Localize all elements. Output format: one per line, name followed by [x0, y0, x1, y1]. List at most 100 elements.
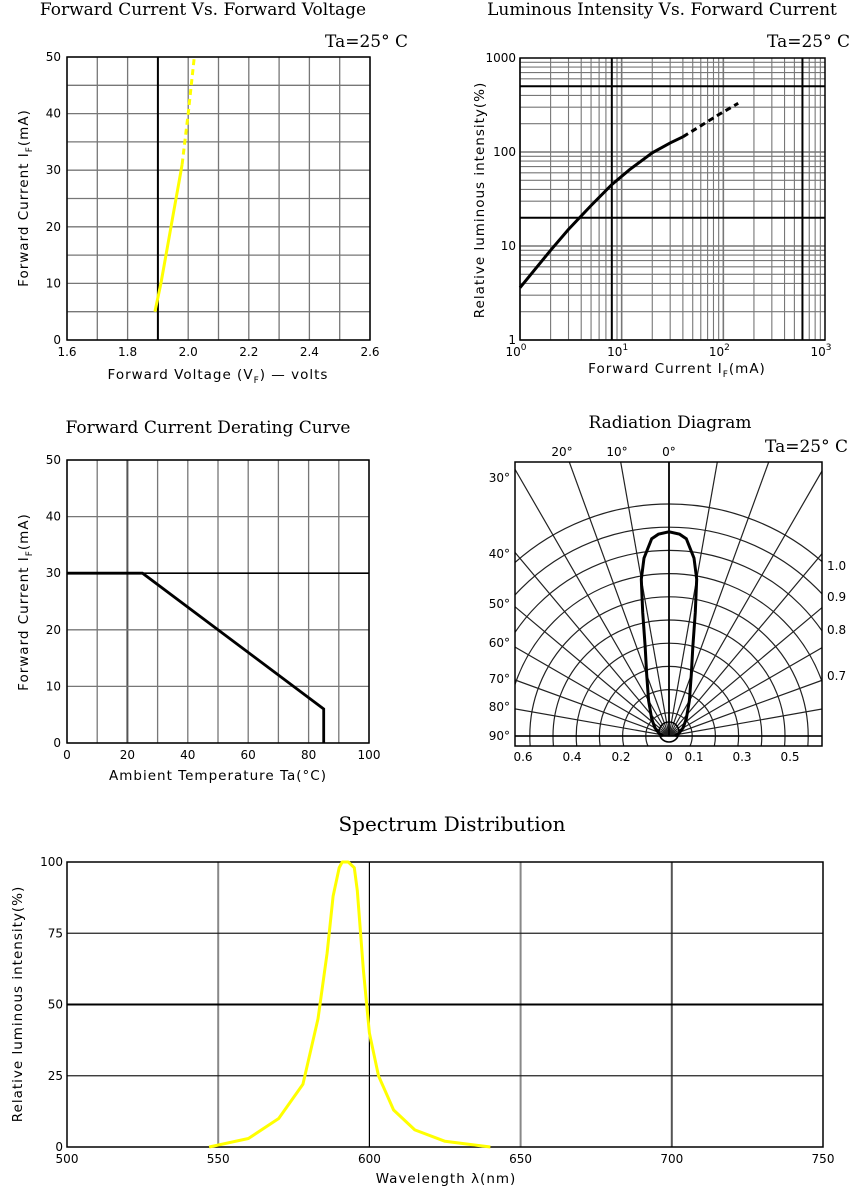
top-angle-label: 10°: [606, 445, 627, 459]
x-tick-base: 10: [607, 345, 622, 359]
annotation: Ta=25° C: [325, 32, 408, 52]
y-tick-label: 30: [46, 566, 61, 580]
bottom-scale-label: 0.5: [780, 750, 799, 764]
left-angle-label: 40°: [489, 547, 510, 561]
series-line-1: [682, 102, 739, 139]
x-tick-label: 1.6: [57, 345, 76, 359]
bottom-scale-label: 0: [665, 750, 673, 764]
y-tick-label: 1: [508, 333, 516, 347]
polar-ray: [515, 551, 670, 737]
series-line-0: [518, 135, 684, 289]
x-tick-label: 1.8: [118, 345, 137, 359]
polar-grid: [515, 462, 822, 746]
bottom-scale-label: 0.1: [684, 750, 703, 764]
polar-ray: [515, 679, 670, 737]
y-tick-label: 50: [46, 453, 61, 467]
y-tick-label: 30: [46, 163, 61, 177]
left-angle-label: 50°: [489, 597, 510, 611]
y-tick-label: 25: [48, 1069, 63, 1083]
right-scale-label: 0.7: [827, 669, 846, 683]
x-tick-base: 10: [505, 345, 520, 359]
bottom-scale-label: 0.3: [732, 750, 751, 764]
top-angle-label: 20°: [551, 445, 572, 459]
left-angle-label: 90°: [489, 729, 510, 743]
x-tick-label: 103: [810, 343, 831, 359]
y-tick-label: 100: [40, 855, 63, 869]
left-angle-label: 70°: [489, 672, 510, 686]
top-angle-label: 0°: [662, 445, 676, 459]
x-tick-label: 600: [358, 1152, 381, 1166]
polar-ray: [668, 552, 822, 737]
y-tick-label: 50: [46, 50, 61, 64]
polar-ray: [515, 605, 670, 737]
polar-ray: [668, 679, 822, 737]
polar-ray: [668, 646, 822, 737]
y-axis-label: Relative luminous intensity(%): [472, 82, 488, 319]
y-tick-label: 20: [46, 623, 61, 637]
x-tick-label: 20: [120, 748, 135, 762]
chart-title: Spectrum Distribution: [338, 812, 565, 836]
x-tick-label: 550: [207, 1152, 230, 1166]
x-tick-label: 101: [607, 343, 628, 359]
x-tick-label: 80: [301, 748, 316, 762]
x-tick-label: 60: [241, 748, 256, 762]
x-tick-label: 2.4: [300, 345, 319, 359]
y-tick-label: 10: [501, 239, 516, 253]
spectrum-distribution-chart: Spectrum Distribution 500 550 600 650 700 750 0…: [10, 812, 834, 1187]
series-line-0: [153, 164, 184, 313]
x-axis-label-tail: (mA): [729, 361, 766, 377]
x-tick-label: 2.0: [179, 345, 198, 359]
y-tick-label: 20: [46, 220, 61, 234]
polar-ray: [515, 468, 670, 737]
x-tick-label: 500: [56, 1152, 79, 1166]
x-tick-exponent: 3: [826, 343, 832, 353]
y-tick-label: 100: [493, 145, 516, 159]
x-axis-label-sub: F: [254, 376, 260, 386]
x-axis-label: Ambient Temperature Ta(°C): [109, 768, 327, 784]
y-axis-label: Relative luminous intensity(%): [10, 886, 26, 1123]
y-tick-label: 40: [46, 510, 61, 524]
y-axis-label: Forward Current IF(mA): [16, 109, 35, 287]
polar-ray: [515, 708, 670, 737]
x-tick-base: 10: [709, 345, 724, 359]
x-tick-label: 100: [358, 748, 381, 762]
x-tick-label: 700: [660, 1152, 683, 1166]
x-tick-exponent: 0: [521, 343, 527, 353]
polar-ray: [515, 646, 670, 737]
left-angle-label: 30°: [489, 471, 510, 485]
y-tick-label: 50: [48, 998, 63, 1012]
x-tick-label: 2.6: [360, 345, 379, 359]
series-line-1: [180, 56, 196, 165]
x-axis-label-sub: F: [723, 370, 729, 380]
x-tick-label: 100: [505, 343, 526, 359]
x-tick-label: 750: [812, 1152, 835, 1166]
polar-ray: [668, 469, 822, 737]
x-tick-label: 650: [509, 1152, 532, 1166]
left-angle-label: 80°: [489, 700, 510, 714]
y-axis-label-main: Forward Current I: [16, 152, 32, 287]
right-scale-label: 0.8: [827, 623, 846, 637]
x-tick-base: 10: [810, 345, 825, 359]
y-tick-label: 0: [55, 1140, 63, 1154]
x-tick-label: 0: [63, 748, 71, 762]
plot-frame: [66, 56, 371, 341]
x-axis-label-main: Forward Voltage (V: [108, 367, 254, 383]
chart-title: Luminous Intensity Vs. Forward Current: [487, 0, 837, 20]
series-line-0: [208, 860, 491, 1149]
center-loop: [658, 721, 680, 743]
chart-title: Forward Current Vs. Forward Voltage: [40, 0, 366, 20]
x-tick-label: 102: [709, 343, 730, 359]
series-line-0: [67, 571, 326, 743]
plot-frame: [514, 461, 823, 747]
bottom-scale-label: 0.4: [562, 750, 581, 764]
polar-ray: [668, 708, 822, 737]
x-axis-label: Wavelength λ(nm): [376, 1171, 517, 1187]
y-axis-label: Forward Current IF(mA): [16, 513, 35, 691]
chart-title: Forward Current Derating Curve: [66, 418, 351, 438]
luminous-intensity-chart: Luminous Intensity Vs. Forward Current Ta…: [472, 0, 850, 380]
bottom-scale-label: 0.6: [513, 750, 532, 764]
y-tick-label: 0: [53, 333, 61, 347]
x-tick-exponent: 2: [724, 343, 730, 353]
y-axis-label-sub: F: [25, 550, 35, 556]
y-tick-label: 0: [53, 736, 61, 750]
